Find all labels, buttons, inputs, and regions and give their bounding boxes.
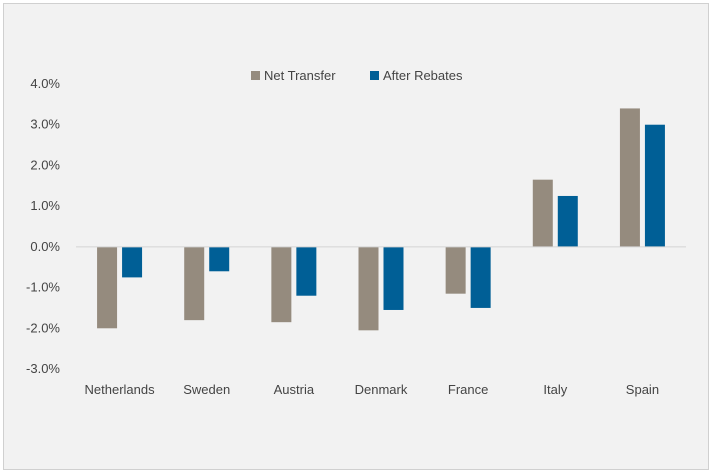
bar-france-net-transfer [445, 246, 466, 294]
y-tick-label: -2.0% [26, 320, 60, 335]
bar-austria-after-rebates [296, 246, 317, 296]
legend-swatch [251, 71, 260, 80]
y-axis: 4.0% 3.0% 2.0% 1.0% 0.0% -1.0% -2.0% -3.0% [26, 76, 60, 376]
legend-swatch [370, 71, 379, 80]
bar-italy-after-rebates [557, 195, 578, 247]
y-tick-label: -1.0% [26, 280, 60, 295]
y-tick-label: 4.0% [30, 76, 60, 91]
x-tick-label: France [448, 382, 488, 397]
bar-spain-after-rebates [644, 124, 665, 247]
x-tick-label: Denmark [355, 382, 408, 397]
bar-sweden-net-transfer [184, 246, 205, 321]
bar-france-after-rebates [470, 246, 491, 308]
x-tick-label: Sweden [183, 382, 230, 397]
chart-area: Net Transfer After Rebates 4.0% 3.0% 2.0% 1.… [3, 3, 709, 470]
bar-denmark-after-rebates [383, 246, 404, 310]
x-axis: Netherlands Sweden Austria Denmark France Ita… [85, 382, 660, 397]
bar-netherlands-after-rebates [122, 246, 143, 278]
y-tick-label: -3.0% [26, 361, 60, 376]
y-tick-label: 2.0% [30, 157, 60, 172]
bar-austria-net-transfer [271, 246, 292, 323]
legend-label: After Rebates [383, 68, 463, 83]
y-tick-label: 3.0% [30, 117, 60, 132]
x-tick-label: Spain [626, 382, 659, 397]
bar-netherlands-net-transfer [97, 246, 118, 329]
bar-italy-net-transfer [532, 179, 553, 247]
x-tick-label: Netherlands [85, 382, 156, 397]
x-tick-label: Austria [274, 382, 315, 397]
y-tick-label: 0.0% [30, 239, 60, 254]
bars [97, 108, 665, 331]
legend-label: Net Transfer [264, 68, 336, 83]
bar-chart: Net Transfer After Rebates 4.0% 3.0% 2.0% 1.… [26, 68, 686, 397]
x-tick-label: Italy [543, 382, 567, 397]
bar-sweden-after-rebates [209, 246, 230, 272]
bar-spain-net-transfer [619, 108, 640, 247]
legend: Net Transfer After Rebates [251, 68, 463, 83]
bar-denmark-net-transfer [358, 246, 379, 331]
y-tick-label: 1.0% [30, 198, 60, 213]
